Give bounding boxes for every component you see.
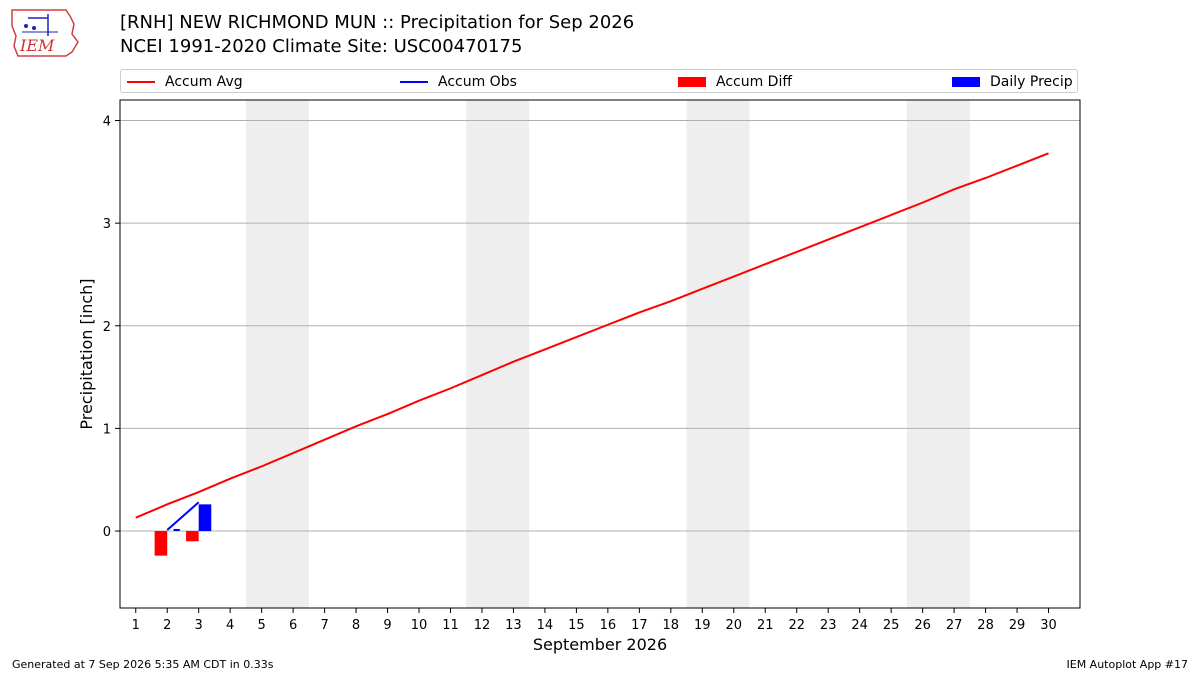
weekend-shading bbox=[245, 100, 970, 608]
x-axis-ticks: 1 2 3 4 5 6 7 8 9 10 11 12 13 14 15 16 17 18 19 20 21 22 23 24 2… bbox=[132, 608, 1057, 633]
x-tick-label: 12 bbox=[474, 618, 491, 633]
x-axis-label: September 2026 bbox=[533, 635, 667, 654]
legend-item-accum-obs: Accum Obs bbox=[400, 73, 517, 91]
x-tick-label: 22 bbox=[788, 618, 805, 633]
legend-swatch bbox=[127, 81, 155, 83]
x-tick-label: 15 bbox=[568, 618, 585, 633]
x-tick-label: 24 bbox=[851, 618, 868, 633]
x-tick-label: 14 bbox=[537, 618, 554, 633]
x-tick-label: 8 bbox=[352, 618, 360, 633]
legend-label: Daily Precip bbox=[990, 74, 1073, 90]
legend-label: Accum Diff bbox=[716, 74, 793, 90]
plot-frame bbox=[119, 99, 1081, 609]
x-tick-label: 29 bbox=[1009, 618, 1026, 633]
legend-label: Accum Avg bbox=[165, 74, 243, 90]
series-lines bbox=[135, 152, 1049, 532]
logo-text: IEM bbox=[19, 36, 55, 55]
y-axis-label: Precipitation [inch] bbox=[77, 278, 96, 429]
x-tick-label: 23 bbox=[820, 618, 837, 633]
legend-swatch bbox=[952, 77, 980, 87]
x-tick-label: 21 bbox=[757, 618, 774, 633]
legend-swatch bbox=[678, 77, 706, 87]
iem-logo: IEM bbox=[11, 9, 79, 57]
grid-lines bbox=[120, 120, 1080, 532]
x-tick-label: 4 bbox=[226, 618, 234, 633]
x-tick-label: 1 bbox=[132, 618, 140, 633]
weekend-band bbox=[245, 100, 309, 608]
y-tick-label: 3 bbox=[103, 217, 111, 232]
line-accum-avg bbox=[135, 152, 1049, 519]
chart-title: [RNH] NEW RICHMOND MUN :: Precipitation … bbox=[120, 12, 635, 33]
legend-swatch bbox=[400, 81, 428, 83]
chart-subtitle: NCEI 1991-2020 Climate Site: USC00470175 bbox=[120, 36, 523, 57]
x-tick-label: 28 bbox=[977, 618, 994, 633]
line-accum-obs bbox=[166, 501, 200, 531]
x-tick-label: 5 bbox=[257, 618, 265, 633]
weekend-band bbox=[906, 100, 970, 608]
y-tick-label: 0 bbox=[103, 525, 111, 540]
bar-daily-precip bbox=[198, 504, 212, 532]
app-label: IEM Autoplot App #17 bbox=[1066, 658, 1189, 671]
x-tick-label: 26 bbox=[914, 618, 931, 633]
legend-item-daily-precip: Daily Precip bbox=[952, 73, 1073, 91]
x-tick-label: 9 bbox=[383, 618, 391, 633]
legend-label: Accum Obs bbox=[438, 74, 517, 90]
x-tick-label: 25 bbox=[883, 618, 900, 633]
x-tick-label: 7 bbox=[320, 618, 328, 633]
bar-accum-diff bbox=[154, 531, 168, 556]
legend-item-accum-avg: Accum Avg bbox=[127, 73, 243, 91]
x-tick-label: 30 bbox=[1040, 618, 1057, 633]
legend-item-accum-diff: Accum Diff bbox=[678, 73, 792, 91]
x-tick-label: 19 bbox=[694, 618, 711, 633]
y-tick-label: 2 bbox=[103, 320, 111, 335]
bar-accum-diff bbox=[186, 531, 199, 542]
y-axis-ticks: 0 1 2 3 4 bbox=[103, 115, 120, 540]
x-tick-label: 27 bbox=[946, 618, 963, 633]
y-tick-label: 4 bbox=[103, 115, 111, 130]
bars bbox=[154, 504, 212, 556]
y-tick-label: 1 bbox=[103, 422, 111, 437]
x-tick-label: 20 bbox=[725, 618, 742, 633]
x-tick-label: 16 bbox=[600, 618, 617, 633]
x-tick-label: 10 bbox=[411, 618, 428, 633]
x-tick-label: 18 bbox=[663, 618, 680, 633]
x-tick-label: 13 bbox=[505, 618, 522, 633]
x-tick-label: 3 bbox=[195, 618, 203, 633]
legend: Accum Avg Accum Obs Accum Diff Daily Pre… bbox=[120, 69, 1078, 93]
x-tick-label: 2 bbox=[163, 618, 171, 633]
x-tick-label: 17 bbox=[631, 618, 648, 633]
x-tick-label: 11 bbox=[442, 618, 459, 633]
weekend-band bbox=[686, 100, 750, 608]
generated-timestamp: Generated at 7 Sep 2026 5:35 AM CDT in 0… bbox=[12, 658, 274, 671]
x-tick-label: 6 bbox=[289, 618, 297, 633]
weekend-band bbox=[466, 100, 530, 608]
